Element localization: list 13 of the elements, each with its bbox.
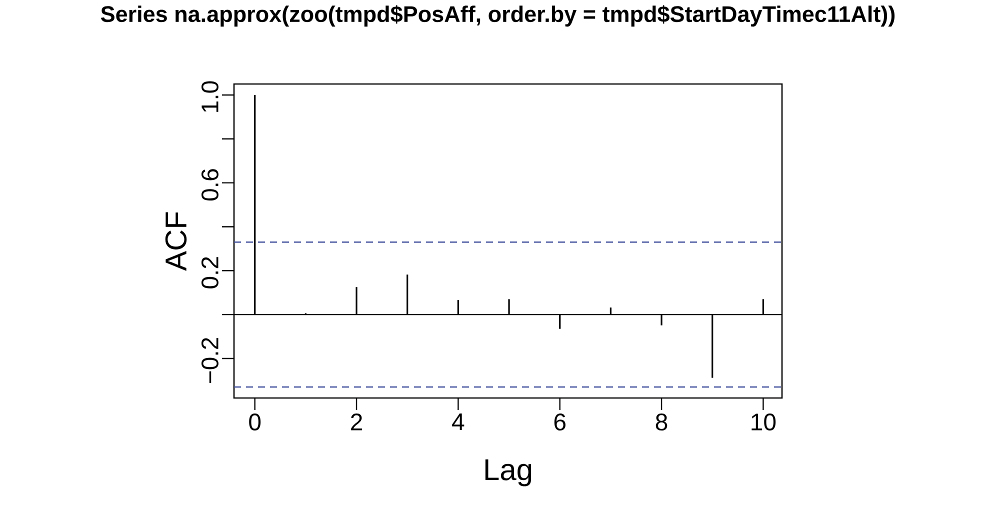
y-tick-label: −0.2 — [201, 338, 218, 383]
x-axis-title: Lag — [485, 459, 532, 486]
x-tick-label: 2 — [351, 414, 362, 430]
y-tick-label: 0.2 — [201, 257, 218, 288]
x-tick-label: 0 — [249, 414, 261, 431]
chart-title: Series na.approx(zoo(tmpd$PosAff, order.by = tmpd$StartDayTimec11Alt)) — [100, 5, 895, 27]
x-tick-label: 4 — [452, 414, 464, 430]
y-axis-title: ACF — [165, 212, 187, 271]
x-tick-label: 8 — [656, 414, 668, 431]
y-tick-label: 1.0 — [201, 81, 218, 112]
y-tick-label: 0.6 — [201, 169, 218, 201]
x-tick-label: 6 — [554, 414, 566, 431]
x-tick-label: 10 — [752, 414, 776, 431]
